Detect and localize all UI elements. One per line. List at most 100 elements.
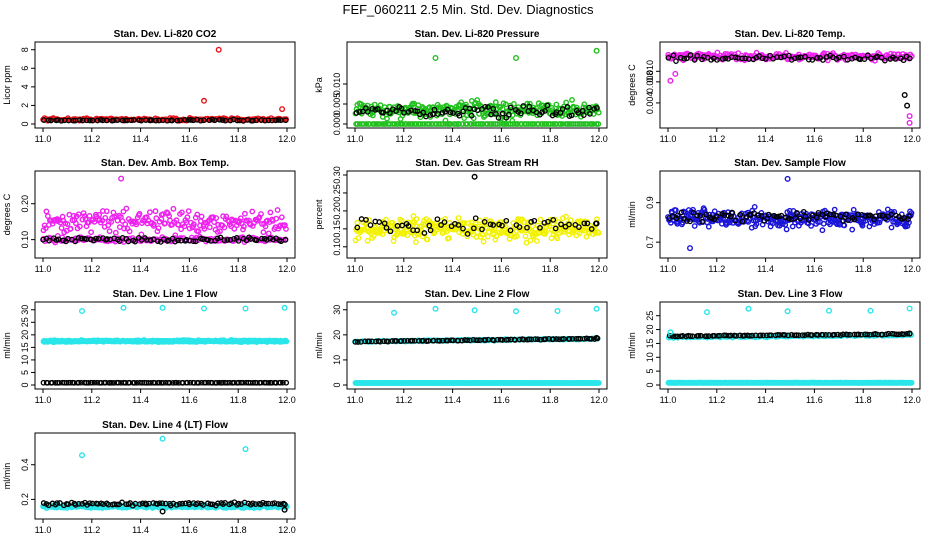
data-point-secondary	[493, 111, 499, 117]
data-point-primary	[726, 219, 733, 226]
y-tick-label: 20	[332, 330, 342, 340]
data-point-primary-floor	[447, 121, 454, 127]
data-point-secondary	[673, 58, 679, 64]
data-point-primary-floor	[405, 121, 412, 127]
data-point-outlier	[593, 47, 600, 54]
chart-title: Stan. Dev. Line 3 Flow	[738, 289, 843, 300]
data-point-outlier	[784, 308, 791, 315]
y-tick-label: 0	[332, 382, 342, 387]
data-point-secondary	[110, 117, 117, 124]
data-point-primary	[274, 207, 281, 213]
data-point-secondary	[211, 117, 218, 124]
data-point-outlier	[159, 508, 166, 515]
data-point-secondary	[420, 109, 427, 116]
x-tick-label: 11.8	[855, 264, 872, 274]
data-point-primary	[462, 101, 469, 108]
y-tick-label: 5	[20, 370, 30, 375]
data-point-secondary	[231, 235, 237, 242]
data-point-primary	[237, 215, 244, 222]
data-point-primary	[241, 210, 248, 217]
data-point-secondary	[438, 222, 444, 228]
data-point-secondary	[398, 105, 405, 112]
data-point-secondary	[507, 227, 514, 234]
data-point-outlier	[432, 55, 439, 62]
data-point-primary	[417, 114, 424, 121]
data-point-primary	[102, 214, 109, 221]
data-point-primary	[126, 228, 133, 235]
data-point-primary	[122, 221, 129, 228]
data-point-secondary	[479, 226, 485, 233]
y-tick-label: 25	[645, 311, 655, 321]
y-tick-label: 0	[20, 382, 30, 387]
data-point-secondary	[46, 237, 53, 244]
data-point-primary	[260, 229, 267, 236]
data-point-secondary	[531, 217, 538, 224]
x-tick-label: 11.2	[83, 395, 100, 405]
chart-title: Stan. Dev. Li-820 Temp.	[735, 29, 846, 40]
data-point-primary	[150, 221, 157, 228]
data-point-primary	[136, 210, 143, 217]
y-tick-label: 0.004	[645, 92, 655, 115]
y-tick-label: 0.000	[332, 113, 342, 136]
data-point-primary-floor	[580, 121, 587, 127]
data-point-outlier	[147, 117, 154, 124]
data-point-secondary	[542, 108, 548, 114]
data-point-primary	[133, 221, 140, 228]
data-point-primary	[195, 228, 202, 235]
data-point-secondary	[464, 231, 471, 237]
x-tick-label: 11.8	[542, 395, 559, 405]
y-tick-label: 0.4	[20, 458, 30, 471]
x-tick-label: 11.6	[493, 134, 510, 144]
data-point-outlier	[593, 220, 600, 227]
data-point-outlier	[159, 435, 166, 442]
data-point-secondary	[490, 222, 497, 228]
data-point-primary-floor	[550, 121, 556, 127]
data-point-primary	[595, 109, 602, 116]
data-point-secondary	[190, 238, 197, 245]
data-point-primary	[841, 222, 848, 229]
x-tick-label: 12.0	[278, 264, 296, 274]
x-tick-label: 11.6	[181, 395, 198, 405]
data-point-outlier	[906, 305, 913, 312]
data-point-primary	[554, 235, 561, 242]
data-point-secondary	[564, 104, 571, 110]
y-tick-label: 0.15	[332, 220, 342, 238]
data-point-secondary	[528, 219, 535, 225]
data-point-primary-floor	[575, 121, 581, 127]
data-point-secondary	[60, 237, 66, 244]
data-point-primary-floor	[595, 121, 602, 127]
data-point-secondary	[187, 117, 194, 123]
x-tick-label: 11.2	[395, 264, 412, 274]
data-point-secondary	[169, 117, 175, 124]
x-tick-label: 11.4	[757, 264, 774, 274]
data-point-secondary	[216, 116, 223, 123]
data-point-primary	[480, 238, 487, 245]
data-point-primary	[67, 225, 74, 232]
data-point-secondary	[778, 54, 784, 61]
data-point-secondary	[558, 221, 564, 228]
data-point-secondary	[549, 112, 556, 119]
data-point-secondary	[559, 106, 566, 112]
x-tick-label: 11.6	[806, 395, 823, 405]
data-point-secondary	[200, 236, 206, 242]
data-point-secondary	[192, 238, 199, 245]
data-point-outlier	[118, 175, 125, 182]
data-point-secondary	[518, 110, 524, 117]
data-point-secondary	[369, 106, 376, 112]
data-point-primary	[197, 218, 204, 225]
x-tick-label: 11.2	[395, 395, 412, 405]
data-point-primary	[283, 226, 289, 232]
data-point-secondary	[441, 219, 448, 225]
data-point-primary	[146, 209, 153, 216]
data-point-primary	[155, 225, 162, 232]
data-point-secondary	[58, 117, 65, 124]
data-point-secondary	[594, 105, 600, 111]
data-point-secondary	[122, 117, 129, 124]
chart-panel-3: Stan. Dev. Li-820 Temp.degrees C11.0 11.2…	[627, 29, 921, 144]
data-point-secondary	[694, 52, 701, 59]
data-point-primary	[499, 106, 506, 112]
data-point-primary	[454, 108, 461, 114]
